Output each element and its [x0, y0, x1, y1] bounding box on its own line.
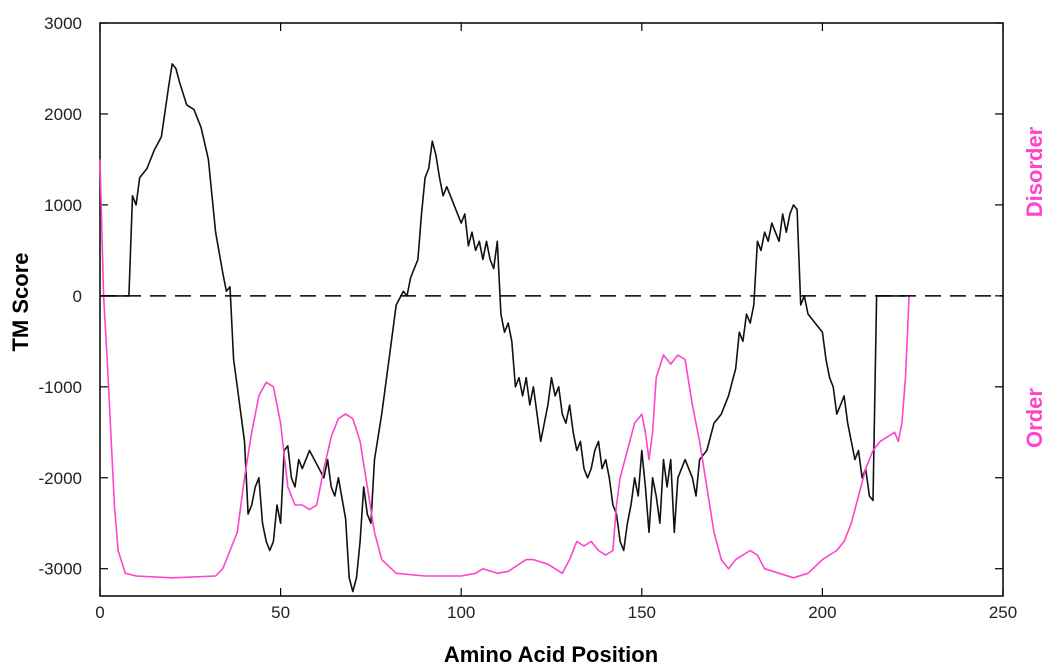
y-tick-label: 0 [73, 287, 82, 306]
x-tick-label: 250 [989, 603, 1017, 622]
order-label: Order [1022, 388, 1047, 448]
disorder-label: Disorder [1022, 126, 1047, 217]
y-axis-title: TM Score [8, 252, 33, 351]
y-tick-label: 2000 [44, 105, 82, 124]
tm-score-series-line [100, 63, 906, 593]
x-tick-label: 200 [808, 603, 836, 622]
tick-labels: 3000 2000 1000 0 -1000 -2000 -3000 0 50 100 150 200… [39, 14, 1018, 622]
y-tick-label: 1000 [44, 196, 82, 215]
disorder-series-line [99, 159, 910, 579]
y-tick-label: -2000 [39, 469, 82, 488]
x-tick-label: 100 [447, 603, 475, 622]
x-tick-label: 150 [628, 603, 656, 622]
x-tick-label: 50 [271, 603, 290, 622]
y-tick-label: -1000 [39, 378, 82, 397]
tick-marks [99, 22, 1004, 596]
y-tick-label: -3000 [39, 560, 82, 579]
series-lines [99, 63, 910, 593]
x-axis-title: Amino Acid Position [444, 642, 658, 667]
x-tick-label: 0 [95, 603, 104, 622]
y-tick-label: 3000 [44, 14, 82, 33]
plot-frame [99, 22, 1004, 597]
